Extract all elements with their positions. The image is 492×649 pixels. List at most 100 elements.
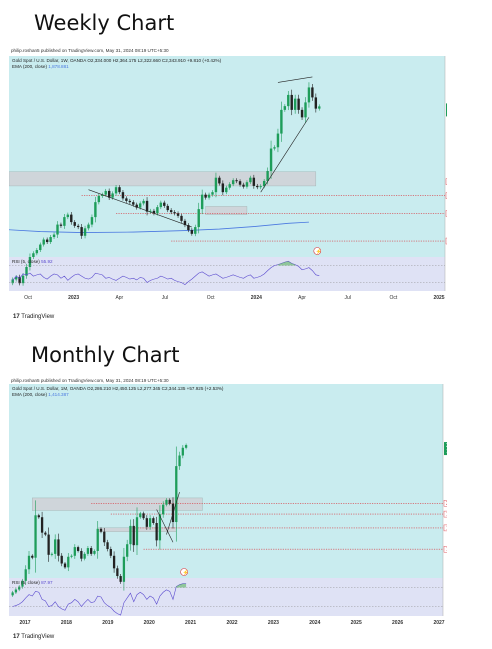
trendline bbox=[277, 76, 313, 83]
x-tick: Oct bbox=[389, 295, 397, 301]
price-label-box bbox=[445, 192, 447, 199]
weekly-chart-svg: philip.roshan5 published on TradingView.… bbox=[9, 48, 447, 301]
candle-body bbox=[249, 177, 252, 183]
candle-body bbox=[76, 547, 80, 551]
price-label: 2,042.187 bbox=[446, 501, 447, 507]
candle-body bbox=[162, 504, 165, 515]
x-tick: 2027 bbox=[433, 620, 444, 626]
candle-body bbox=[175, 466, 178, 523]
candle-body bbox=[197, 209, 200, 228]
candle-body bbox=[80, 550, 83, 559]
candle-body bbox=[80, 227, 83, 236]
candle-body bbox=[256, 185, 259, 188]
rsi-label: RSI (5, close) 87.97 bbox=[12, 580, 53, 585]
candle-body bbox=[104, 190, 107, 195]
candle-body bbox=[94, 202, 97, 218]
candle-body bbox=[207, 194, 211, 198]
monthly-chart: philip.roshan5 published on TradingView.… bbox=[9, 376, 447, 632]
candle-body bbox=[99, 528, 103, 532]
candle-body bbox=[111, 193, 114, 198]
price-label-time: 18:10:20 bbox=[446, 449, 447, 455]
candle-body bbox=[152, 210, 156, 214]
candle-body bbox=[52, 234, 56, 238]
candle-body bbox=[200, 194, 204, 210]
support-resistance-zone bbox=[9, 171, 317, 187]
candle-body bbox=[311, 87, 314, 98]
candle-body bbox=[83, 553, 86, 559]
candle-body bbox=[14, 589, 18, 593]
candle-body bbox=[252, 177, 256, 186]
candle-body bbox=[280, 109, 283, 134]
candle-body bbox=[168, 499, 171, 504]
x-tick: 2017 bbox=[19, 620, 30, 626]
symbol-line: Gold Spot / U.S. Dollar, 1W, OANDA O2,33… bbox=[12, 58, 222, 63]
candle-body bbox=[21, 275, 25, 284]
price-label: 2,344.135 bbox=[446, 443, 447, 449]
candle-body bbox=[101, 194, 104, 196]
candle-body bbox=[276, 133, 280, 148]
x-tick: Jul bbox=[162, 295, 168, 301]
candle-body bbox=[221, 183, 225, 193]
alert-icon-glyph: ⚡ bbox=[183, 569, 189, 576]
tradingview-logo-text: TradingView bbox=[21, 314, 55, 320]
candle-body bbox=[204, 194, 207, 198]
candle-body bbox=[83, 228, 87, 236]
candle-body bbox=[273, 147, 276, 149]
x-tick: Oct bbox=[207, 295, 215, 301]
candle-body bbox=[218, 177, 221, 184]
x-tick: Oct bbox=[24, 295, 32, 301]
candle-body bbox=[231, 180, 235, 185]
rsi-background bbox=[9, 578, 443, 616]
price-label-box bbox=[445, 210, 447, 217]
candle-body bbox=[187, 225, 190, 231]
alert-icon bbox=[180, 568, 188, 576]
candle-body bbox=[18, 586, 21, 590]
candle-body bbox=[242, 184, 245, 187]
candle-body bbox=[73, 222, 76, 226]
candle-body bbox=[32, 253, 35, 257]
candle-body bbox=[176, 213, 180, 216]
candle-body bbox=[42, 239, 45, 245]
candle-body bbox=[35, 250, 39, 254]
rsi-value: 87.97 bbox=[41, 580, 53, 585]
candle-body bbox=[76, 225, 80, 228]
tradingview-logo-icon: 17 bbox=[13, 634, 20, 640]
candle-body bbox=[132, 525, 135, 546]
candle-body bbox=[166, 205, 169, 211]
rsi-line bbox=[12, 583, 187, 616]
candle-body bbox=[290, 94, 293, 110]
weekly-heading: Weekly Chart bbox=[34, 11, 175, 35]
candle-body bbox=[183, 220, 187, 226]
x-tick: 2022 bbox=[226, 620, 237, 626]
candle-body bbox=[238, 181, 242, 185]
candle-body bbox=[44, 532, 47, 535]
price-label-box bbox=[446, 103, 447, 117]
candle-body bbox=[135, 517, 139, 546]
candle-body bbox=[139, 513, 142, 518]
candle-body bbox=[228, 184, 231, 188]
candle-body bbox=[37, 515, 40, 518]
candle-body bbox=[126, 544, 129, 557]
candle-body bbox=[97, 195, 101, 203]
candle-body bbox=[93, 550, 96, 554]
price-label-box bbox=[445, 178, 447, 185]
ema-value: 1,878.881 bbox=[48, 64, 69, 69]
candle-body bbox=[159, 202, 163, 208]
x-tick: 2024 bbox=[251, 295, 262, 301]
x-tick: 2018 bbox=[61, 620, 72, 626]
candle-body bbox=[34, 515, 37, 558]
candle-body bbox=[173, 212, 176, 214]
candle-body bbox=[28, 257, 32, 267]
candle-body bbox=[63, 563, 67, 568]
monthly-heading: Monthly Chart bbox=[31, 343, 180, 367]
candle-body bbox=[11, 279, 14, 284]
candle-body bbox=[245, 182, 249, 187]
x-tick: 2025 bbox=[351, 620, 362, 626]
candle-body bbox=[106, 542, 109, 550]
tradingview-logo-text: TradingView bbox=[21, 634, 55, 640]
publisher-line: philip.roshan5 published on TradingView.… bbox=[11, 378, 169, 383]
price-label: 1,914.592 bbox=[446, 526, 447, 532]
price-label-box bbox=[443, 524, 447, 532]
candle-body bbox=[116, 568, 119, 577]
candle-body bbox=[121, 192, 125, 199]
